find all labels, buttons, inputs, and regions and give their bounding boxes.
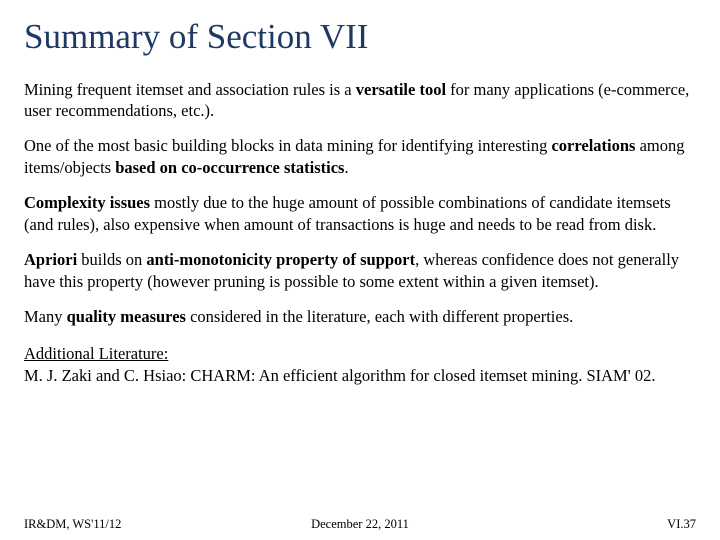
text-bold: Complexity issues <box>24 193 150 212</box>
paragraph-4: Apriori builds on anti-monotonicity prop… <box>24 249 696 292</box>
text-bold: correlations <box>551 136 635 155</box>
text: One of the most basic building blocks in… <box>24 136 551 155</box>
literature-entry: M. J. Zaki and C. Hsiao: CHARM: An effic… <box>24 366 655 385</box>
text-bold: Apriori <box>24 250 77 269</box>
text: . <box>344 158 348 177</box>
text: Mining frequent itemset and association … <box>24 80 356 99</box>
footer-page-number: VI.37 <box>667 517 696 532</box>
paragraph-1: Mining frequent itemset and association … <box>24 79 696 122</box>
slide-container: Summary of Section VII Mining frequent i… <box>0 0 720 540</box>
slide-title: Summary of Section VII <box>24 18 696 57</box>
literature-heading: Additional Literature: <box>24 344 168 363</box>
footer-date: December 22, 2011 <box>0 517 720 532</box>
text-bold: anti-monotonicity property of support <box>146 250 415 269</box>
text: builds on <box>77 250 146 269</box>
paragraph-5: Many quality measures considered in the … <box>24 306 696 327</box>
text: Many <box>24 307 67 326</box>
text-bold: quality measures <box>67 307 186 326</box>
additional-literature: Additional Literature: M. J. Zaki and C.… <box>24 343 696 386</box>
paragraph-2: One of the most basic building blocks in… <box>24 135 696 178</box>
text-bold: based on co-occurrence statistics <box>115 158 344 177</box>
paragraph-3: Complexity issues mostly due to the huge… <box>24 192 696 235</box>
text-bold: versatile tool <box>356 80 446 99</box>
text: considered in the literature, each with … <box>186 307 573 326</box>
